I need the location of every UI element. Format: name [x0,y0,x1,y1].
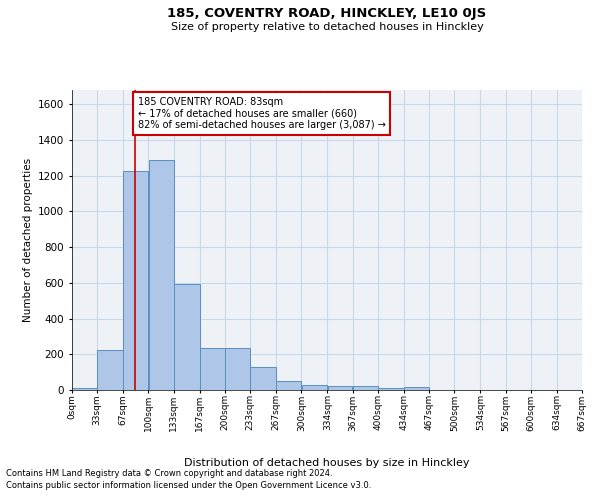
Bar [97,350,123,390]
Text: Distribution of detached houses by size in Hinckley: Distribution of detached houses by size … [184,458,470,468]
Bar [302,384,327,390]
Bar [124,171,148,390]
Bar [225,348,250,390]
Bar [250,367,276,390]
Text: Size of property relative to detached houses in Hinckley: Size of property relative to detached ho… [170,22,484,32]
Bar [277,381,301,390]
Bar [174,284,199,390]
Bar [353,386,377,390]
Bar [72,388,97,390]
Text: 185, COVENTRY ROAD, HINCKLEY, LE10 0JS: 185, COVENTRY ROAD, HINCKLEY, LE10 0JS [167,8,487,20]
Bar [149,160,173,390]
Bar [378,388,404,390]
Text: 185 COVENTRY ROAD: 83sqm
← 17% of detached houses are smaller (660)
82% of semi-: 185 COVENTRY ROAD: 83sqm ← 17% of detach… [138,97,386,130]
Y-axis label: Number of detached properties: Number of detached properties [23,158,32,322]
Bar [328,386,352,390]
Text: Contains public sector information licensed under the Open Government Licence v3: Contains public sector information licen… [6,481,371,490]
Text: Contains HM Land Registry data © Crown copyright and database right 2024.: Contains HM Land Registry data © Crown c… [6,468,332,477]
Bar [404,388,429,390]
Bar [200,348,225,390]
